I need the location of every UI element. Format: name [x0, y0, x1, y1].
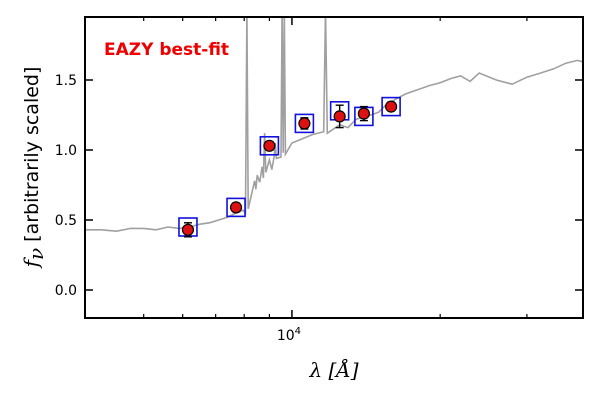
y-axis-label: fν[arbitrarily scaled] [19, 67, 48, 270]
observed-point [333, 110, 346, 123]
observed-point [298, 117, 311, 130]
observed-point [229, 201, 243, 214]
model-box [381, 96, 401, 117]
model-box [226, 197, 246, 218]
photometry-layer [178, 96, 401, 238]
x-axis-label: λ [Å] [308, 357, 358, 382]
y-tick-label: 0.5 [55, 213, 77, 229]
y-tick-label: 1.0 [55, 143, 77, 159]
sed-spectrum-layer [85, 17, 583, 233]
observed-point [357, 107, 370, 120]
observed-point [263, 139, 276, 152]
y-tick-label: 0.0 [55, 283, 77, 299]
annotation-label: EAZY best-fit [104, 40, 229, 60]
model-box [294, 113, 315, 134]
plot-frame [84, 16, 584, 319]
y-axis-text: [arbitrarily scaled] [21, 67, 43, 242]
y-tick-label: 1.5 [55, 73, 77, 89]
observed-point [181, 223, 195, 236]
model-box [259, 136, 280, 156]
x-tick-label: 104 [277, 326, 301, 344]
observed-point [385, 100, 398, 113]
y-axis-subscript: ν [24, 248, 48, 260]
axis-ticks: 0.0 0.5 1.0 1.5 104 [55, 17, 583, 344]
sed-line [85, 17, 583, 233]
